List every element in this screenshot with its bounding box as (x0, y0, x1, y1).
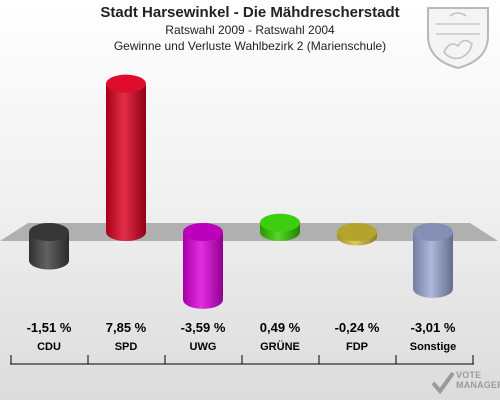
bar-cap (106, 74, 146, 93)
category-label-gr-ne: GRÜNE (260, 340, 300, 353)
value-label-uwg: -3,59 % (181, 320, 226, 335)
value-label-spd: 7,85 % (106, 320, 147, 335)
category-label-sonstige: Sonstige (410, 341, 456, 353)
value-label-cdu: -1,51 % (27, 320, 72, 335)
bar-uwg (183, 223, 223, 309)
watermark-line2: MANAGER (456, 380, 500, 390)
value-label-gr-ne: 0,49 % (260, 320, 301, 335)
bar-body (106, 83, 146, 241)
bar-body (413, 232, 453, 298)
bar-sonstige (413, 223, 453, 298)
category-label-spd: SPD (115, 341, 138, 353)
bar-cap (337, 223, 377, 241)
bar-cap (260, 213, 300, 232)
bar-body (183, 232, 223, 309)
bar-fdp (337, 223, 377, 246)
chart-subtitle-district: Gewinne und Verluste Wahlbezirk 2 (Marie… (113, 39, 387, 53)
bar-spd (106, 74, 146, 241)
bar-cap (29, 223, 69, 241)
coat-of-arms-icon (427, 7, 489, 70)
category-label-uwg: UWG (190, 341, 217, 353)
value-label-fdp: -0,24 % (335, 320, 380, 335)
watermark-line1: VOTE (456, 370, 482, 380)
value-label-layer: -1,51 % 7,85 % -3,59 % 0,49 % -0,24 % -3,01 % (27, 320, 456, 335)
category-label-cdu: CDU (37, 341, 61, 353)
vote-check-icon (431, 371, 455, 395)
bar-gr-ne (260, 213, 300, 241)
bar-cdu (29, 223, 69, 270)
vote-manager-logo: VOTE MANAGER (430, 368, 500, 398)
bar-cap (183, 223, 223, 241)
value-label-sonstige: -3,01 % (411, 320, 456, 335)
bar-cap (413, 223, 453, 241)
category-label-fdp: FDP (346, 341, 368, 353)
category-axis: CDU SPD UWG GRÜNE FDP Sonstige (10, 340, 474, 365)
chart-title: Stadt Harsewinkel - Die Mähdrescherstadt (100, 4, 400, 21)
bar-body (29, 232, 69, 270)
chart-subtitle-elections: Ratswahl 2009 - Ratswahl 2004 (165, 23, 335, 37)
chart-header: Stadt Harsewinkel - Die Mähdrescherstadt… (0, 4, 500, 54)
bar-layer (29, 74, 453, 309)
